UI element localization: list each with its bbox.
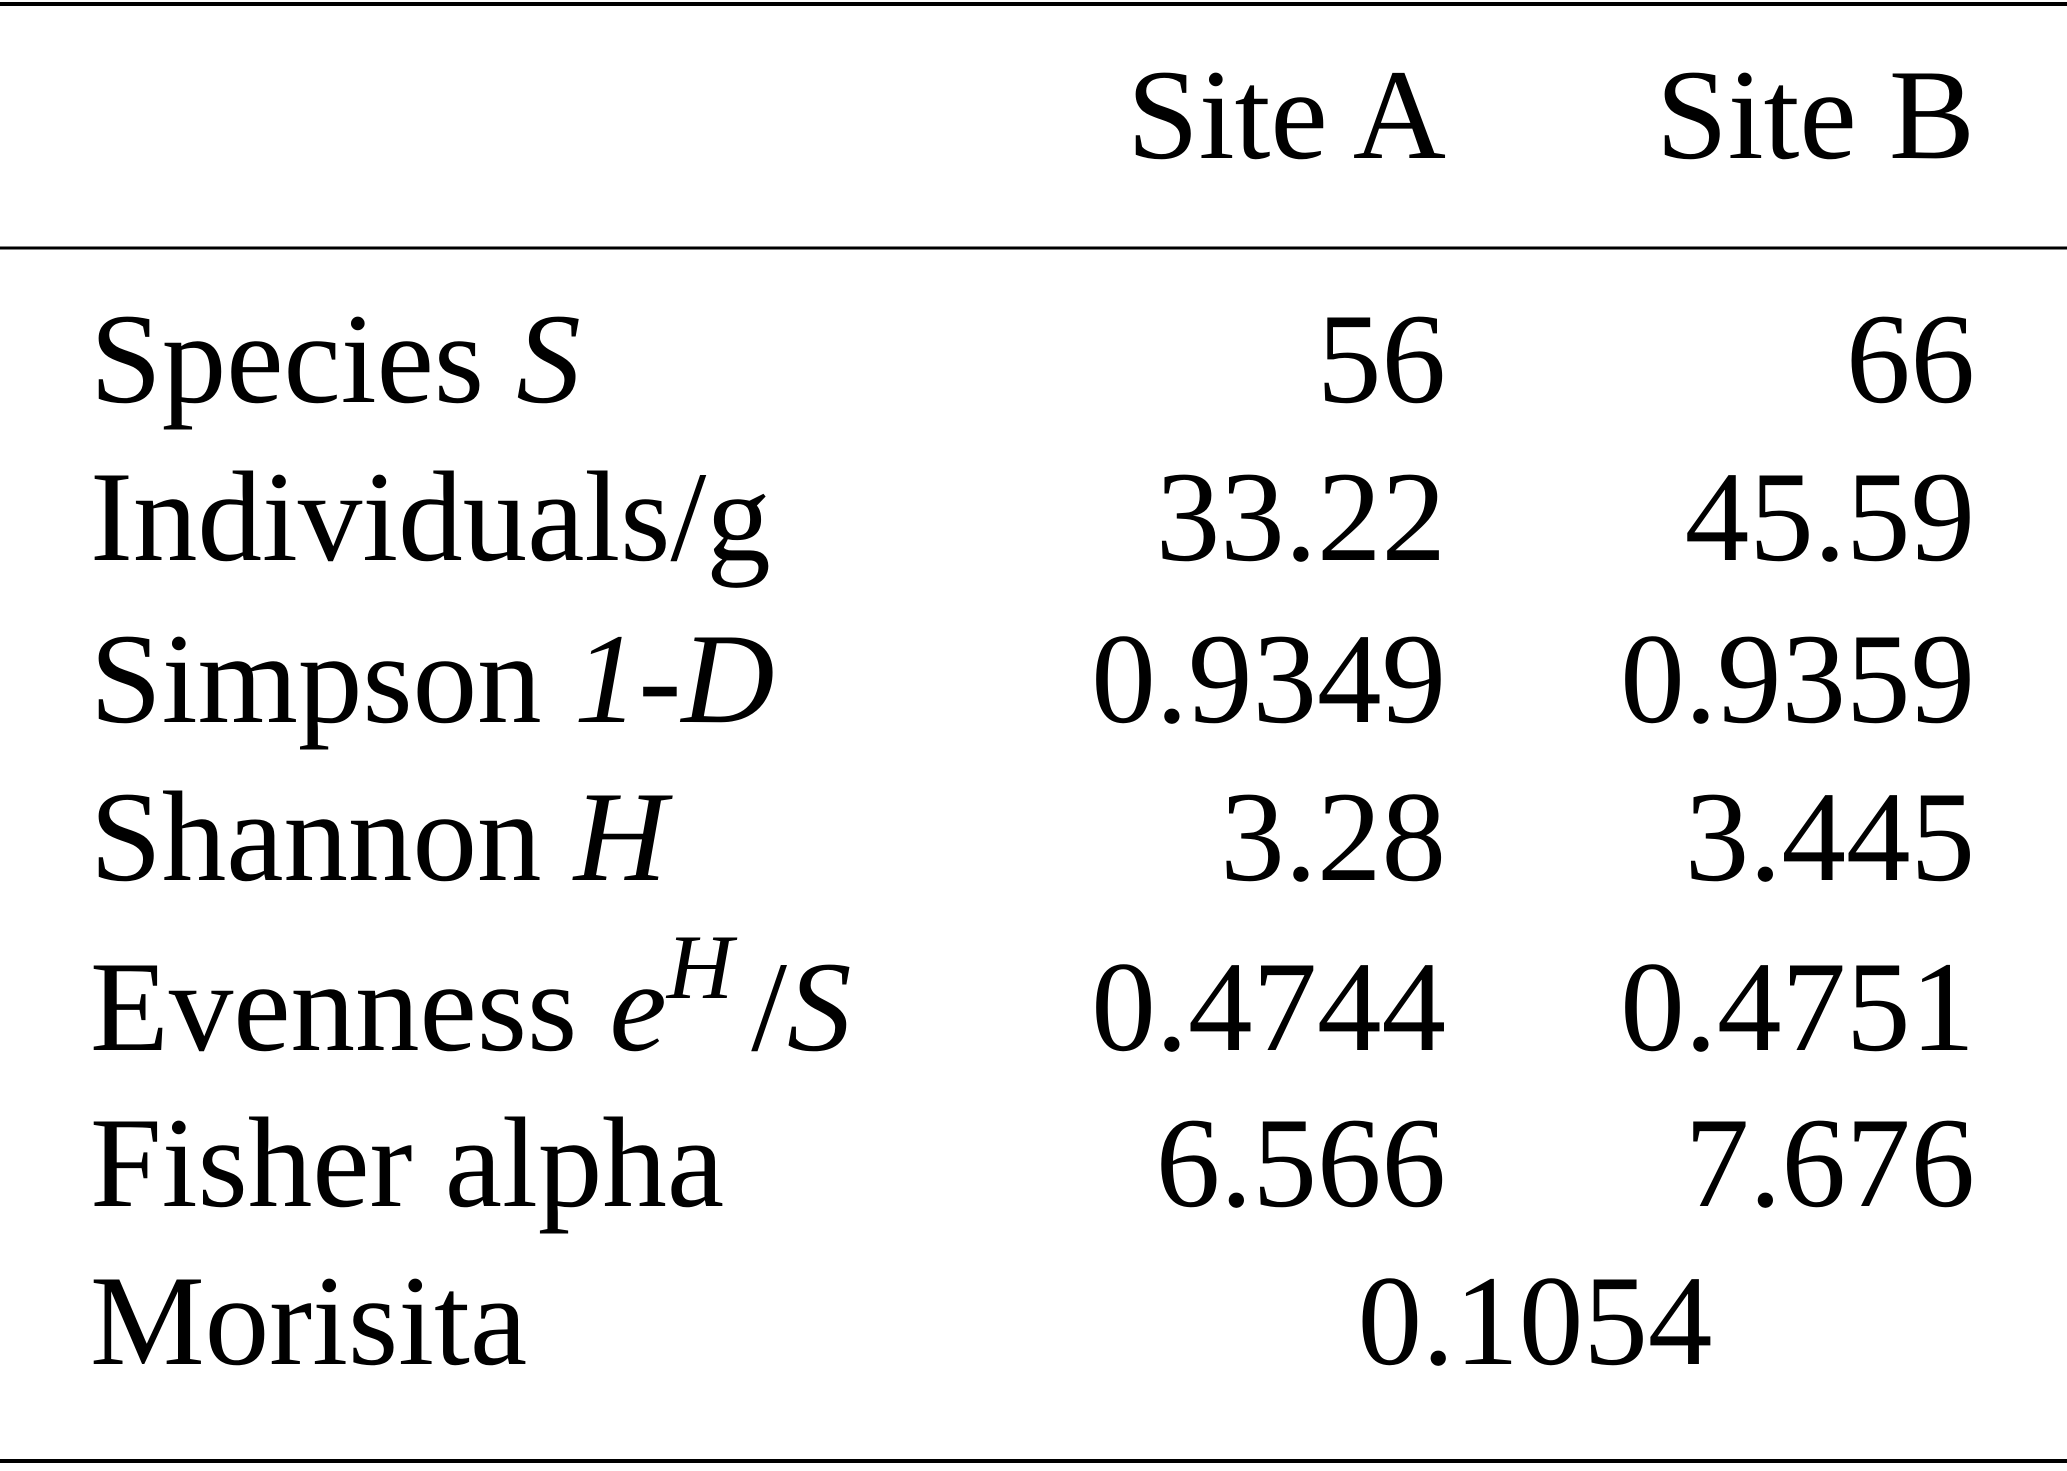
label-part: Individuals/g: [90, 445, 771, 588]
label-part: H: [666, 916, 738, 1018]
cell-value: 7.676: [1685, 1091, 1975, 1234]
row-label: Individuals/g: [90, 445, 771, 588]
cell-value: 56: [1317, 287, 1446, 430]
cell-value: 0.4751: [1620, 935, 1975, 1078]
label-part: Morisita: [90, 1249, 527, 1392]
cell-value: 3.28: [1220, 765, 1446, 908]
column-header: Site A: [1127, 43, 1446, 186]
cell-value: 0.9359: [1620, 607, 1975, 750]
label-part: Fisher alpha: [90, 1091, 724, 1234]
label-part: H: [572, 765, 673, 908]
cell-value: 0.1054: [1358, 1249, 1713, 1392]
row-label: Fisher alpha: [90, 1091, 724, 1234]
cell-value: 45.59: [1685, 445, 1975, 588]
row-label: Simpson 1-D: [90, 607, 775, 750]
label-part: S: [516, 287, 581, 430]
row-label: Shannon H: [90, 765, 673, 908]
column-header: Site B: [1656, 43, 1975, 186]
cell-value: 6.566: [1156, 1091, 1446, 1234]
label-part: 1-D: [574, 607, 775, 750]
label-part: Evenness: [90, 935, 609, 1078]
cell-value: 33.22: [1156, 445, 1446, 588]
label-part: e: [609, 935, 666, 1078]
cell-value: 0.9349: [1091, 607, 1446, 750]
cell-value: 66: [1846, 287, 1975, 430]
row-label: Morisita: [90, 1249, 527, 1392]
label-part: /: [751, 935, 787, 1078]
row-label: Species S: [90, 287, 581, 430]
row-label: Evenness eH/S: [90, 916, 852, 1078]
label-part: Shannon: [90, 765, 574, 908]
label-part: Simpson: [90, 607, 574, 750]
cell-value: 3.445: [1685, 765, 1975, 908]
label-part: S: [787, 935, 852, 1078]
label-part: Species: [90, 287, 516, 430]
cell-value: 0.4744: [1091, 935, 1446, 1078]
